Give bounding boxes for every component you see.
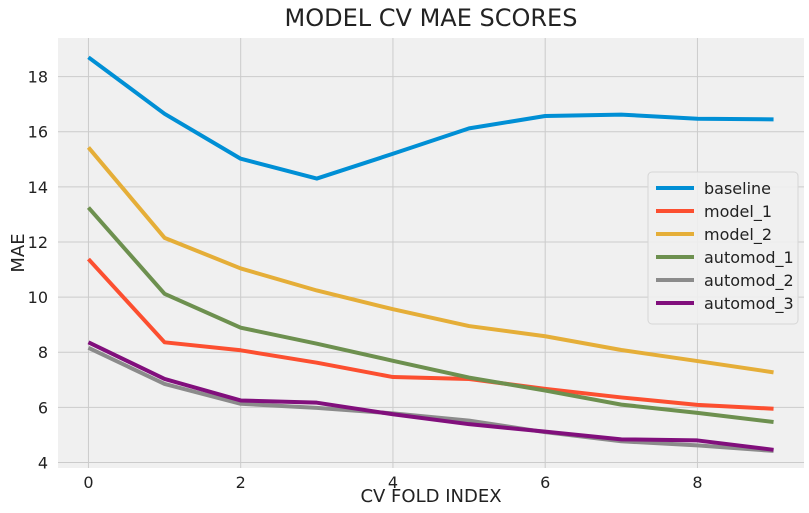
y-tick-label: 12 bbox=[28, 233, 48, 252]
x-axis-label: CV FOLD INDEX bbox=[360, 486, 501, 507]
tick-labels: 0 2 4 6 8 4 6 8 10 12 14 16 18 bbox=[28, 68, 703, 492]
y-tick-label: 18 bbox=[28, 68, 48, 87]
legend-label: model_2 bbox=[704, 225, 772, 245]
x-tick-label: 6 bbox=[540, 473, 550, 492]
y-tick-label: 8 bbox=[38, 343, 48, 362]
legend-label: automod_2 bbox=[704, 271, 794, 291]
y-tick-label: 14 bbox=[28, 178, 48, 197]
legend-label: automod_1 bbox=[704, 248, 794, 268]
x-tick-label: 0 bbox=[83, 473, 93, 492]
y-axis-label: MAE bbox=[8, 233, 29, 272]
series-line-automod_2 bbox=[87, 346, 774, 453]
y-tick-label: 6 bbox=[38, 398, 48, 417]
series-line-automod_3 bbox=[87, 340, 774, 452]
series-lines bbox=[86, 55, 774, 453]
series-line-baseline bbox=[87, 55, 774, 181]
series-line-model_2 bbox=[86, 146, 774, 375]
x-tick-label: 2 bbox=[236, 473, 246, 492]
chart-title: MODEL CV MAE SCORES bbox=[285, 4, 578, 32]
x-tick-label: 8 bbox=[692, 473, 702, 492]
y-tick-label: 10 bbox=[28, 288, 48, 307]
legend-label: automod_3 bbox=[704, 294, 794, 314]
y-tick-label: 4 bbox=[38, 453, 48, 472]
legend: baseline model_1 model_2 automod_1 automod_2… bbox=[647, 171, 799, 325]
x-tick-label: 4 bbox=[388, 473, 398, 492]
series-line-model_1 bbox=[86, 257, 774, 411]
legend-label: baseline bbox=[704, 179, 771, 198]
y-tick-label: 16 bbox=[28, 123, 48, 142]
legend-label: model_1 bbox=[704, 202, 772, 222]
series-line-automod_1 bbox=[86, 206, 774, 424]
